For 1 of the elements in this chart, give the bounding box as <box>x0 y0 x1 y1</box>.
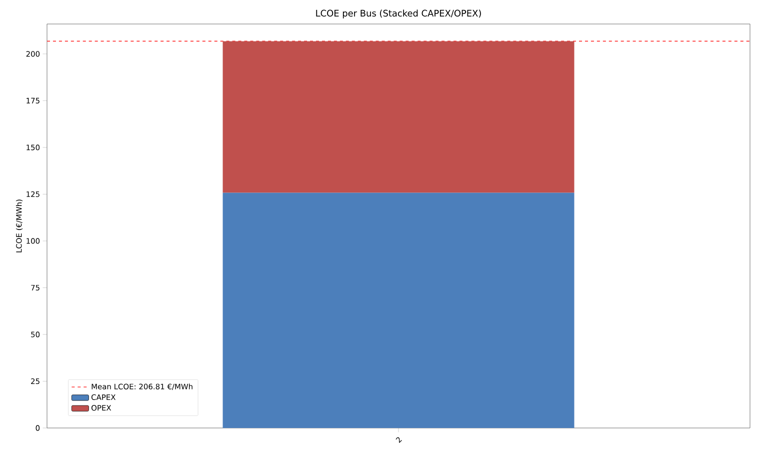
chart-title: LCOE per Bus (Stacked CAPEX/OPEX) <box>316 10 481 18</box>
